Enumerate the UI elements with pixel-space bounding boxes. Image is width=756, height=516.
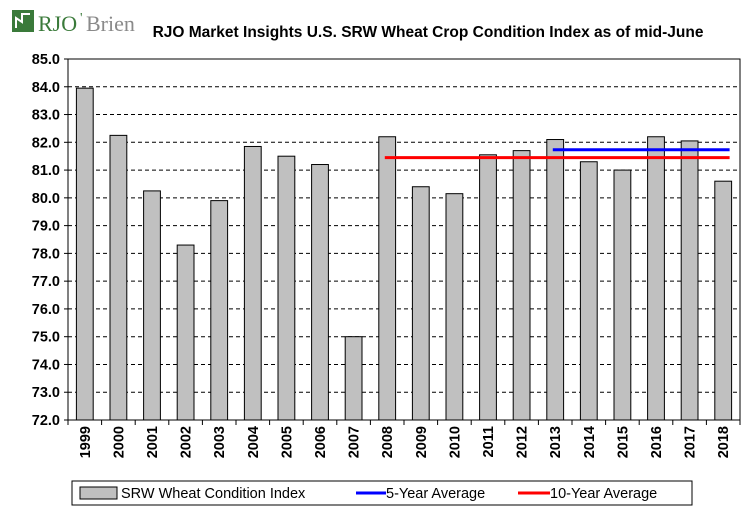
y-tick-label: 76.0 [32,302,60,318]
x-tick-label: 2007 [347,426,363,458]
legend: SRW Wheat Condition Index 5-Year Average… [71,480,693,506]
y-tick-label: 73.0 [32,385,60,401]
x-tick-label: 2005 [279,426,295,458]
legend-swatch-bar [79,486,118,500]
x-tick-label: 2008 [380,426,396,458]
x-tick-label: 2018 [716,426,732,458]
logo-text-main: RJO [38,11,77,36]
y-tick-label: 83.0 [32,108,60,124]
y-tick-label: 84.0 [32,80,60,96]
y-tick-label: 75.0 [32,330,60,346]
bar-2004 [243,145,262,421]
legend-label-srw: SRW Wheat Condition Index [121,486,306,502]
y-tick-label: 78.0 [32,246,60,262]
average-lines [384,148,730,160]
x-tick-label: 2014 [582,426,598,458]
x-tick-label: 2010 [447,426,463,458]
bar-2003 [210,200,229,421]
x-tick-label: 2016 [649,426,665,458]
bar-2009 [411,186,430,421]
bar-2002 [176,244,195,421]
bar-2016 [647,136,665,421]
logo-text-apos: ' [80,11,83,26]
x-tick-label: 2004 [246,426,262,458]
bar-2005 [277,155,296,421]
y-tick-label: 74.0 [32,357,60,373]
y-tick-label: 80.0 [32,191,60,207]
x-tick-label: 2009 [414,426,430,458]
bar-2000 [109,134,128,421]
bar-2001 [143,190,161,421]
y-tick-label: 81.0 [32,163,60,179]
x-tick-label: 2006 [313,426,329,458]
bar-2015 [613,169,632,421]
bar-2013 [546,139,565,421]
x-tick-label: 2012 [515,426,531,458]
x-tick-label: 2015 [615,426,631,458]
y-tick-label: 77.0 [32,274,60,290]
logo-text-tail: Brien [86,11,135,36]
y-tick-label: 82.0 [32,135,60,151]
bars [75,87,733,421]
bar-2008 [378,136,397,421]
y-axis-ticks: 72.0 73.0 74.0 75.0 76.0 77.0 78.0 79.0 80.0 81.0… [32,52,68,429]
y-tick-label: 79.0 [32,219,60,235]
legend-label-10yr: 10-Year Average [550,486,657,502]
x-axis-ticks: 1999 2000 2001 2002 2003 2004 2005 2006 2007 2008… [67,420,741,458]
legend-label-5yr: 5-Year Average [386,486,485,502]
bar-2017 [680,140,699,421]
x-tick-label: 2000 [111,426,127,458]
x-tick-label: 2002 [179,426,195,458]
bar-2010 [445,193,464,421]
x-tick-label: 2001 [145,426,161,458]
rjo-brien-logo: RJO ' Brien [12,10,135,36]
bar-2014 [579,161,598,421]
bar-2006 [311,164,329,421]
x-tick-label: 2013 [548,426,564,458]
bar-1999 [75,87,94,421]
bar-2018 [714,180,733,421]
x-tick-label: 2017 [683,426,699,458]
chart-title: RJO Market Insights U.S. SRW Wheat Crop … [153,24,704,41]
x-tick-label: 2003 [212,426,228,458]
y-tick-label: 85.0 [32,52,60,68]
x-tick-label: 2011 [481,426,497,457]
bar-2012 [512,150,531,421]
bar-2011 [479,154,497,421]
y-tick-label: 72.0 [32,413,60,429]
plot-area [67,58,741,421]
bar-2007 [344,336,363,421]
x-tick-label: 1999 [78,426,94,458]
